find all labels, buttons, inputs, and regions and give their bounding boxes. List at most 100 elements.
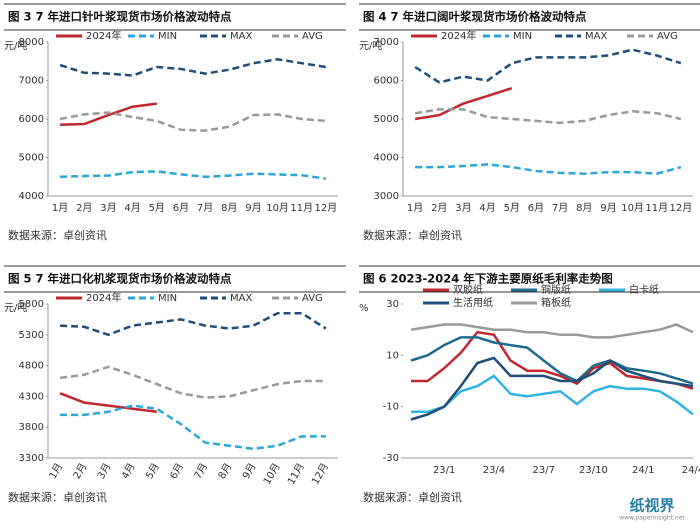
logo-name: 纸视界 [629, 497, 674, 515]
y-unit: 元/吨 [4, 301, 27, 314]
x-tick-label: 6月 [173, 202, 189, 214]
x-tick-label: 5月 [504, 202, 520, 214]
source: 数据来源：卓创资讯 [363, 228, 462, 242]
x-tick-label: 8月 [216, 461, 235, 481]
x-tick-label: 23/10 [579, 465, 608, 476]
y-tick-label: 4300 [19, 391, 44, 402]
x-tick-label: 6月 [168, 461, 187, 481]
series-line [410, 323, 694, 339]
x-tick-label: 23/7 [532, 465, 554, 476]
legend-label: MIN [158, 31, 177, 42]
series-line [60, 170, 327, 180]
x-tick-label: 8月 [576, 202, 592, 214]
x-tick-label: 12月 [309, 461, 331, 487]
x-tick-label: 11月 [285, 461, 307, 487]
series-line [414, 108, 682, 125]
y-tick-label: 10 [386, 350, 399, 361]
y-unit: 元/吨 [4, 39, 27, 52]
x-tick-label: 23/4 [483, 465, 505, 476]
y-tick-label: 5000 [19, 153, 44, 164]
y-tick-label: 7000 [374, 37, 399, 48]
y-tick-label: -10 [383, 402, 399, 413]
series-line [59, 365, 326, 399]
x-tick-label: 3月 [95, 461, 114, 481]
series-line [60, 102, 157, 127]
series-line [411, 374, 694, 416]
legend-label: MAX [230, 293, 252, 304]
legend-label: 箱板纸 [541, 296, 571, 309]
x-tick-label: 12月 [315, 202, 338, 214]
x-tick-label: 24/1 [632, 465, 654, 476]
series-line [59, 58, 327, 77]
y-tick-label: 5300 [19, 330, 44, 341]
legend-label: 双胶纸 [453, 283, 483, 296]
x-tick-label: 12月 [670, 202, 693, 214]
series-line [411, 330, 694, 390]
legend-label: 2024年 [86, 29, 121, 42]
series-line [410, 336, 694, 385]
legend-label: MIN [513, 31, 532, 42]
x-tick-label: 7月 [197, 202, 213, 214]
series-line [60, 311, 327, 337]
series-line [59, 392, 157, 414]
y-tick-label: 6000 [374, 76, 399, 87]
x-tick-label: 2月 [431, 202, 447, 214]
x-tick-label: 7月 [552, 202, 568, 214]
logo-url: www.paperinsight.net [619, 515, 685, 522]
source: 数据来源：卓创资讯 [8, 490, 107, 504]
legend-label: 白卡纸 [629, 283, 659, 296]
x-tick-label: 4月 [479, 202, 495, 214]
x-tick-label: 1月 [47, 461, 66, 481]
legend-label: 2024年 [86, 291, 121, 304]
x-tick-label: 10月 [621, 202, 644, 214]
y-tick-label: 5800 [19, 299, 44, 310]
source: 数据来源：卓创资讯 [363, 490, 462, 504]
y-tick-label: 30 [386, 299, 399, 310]
legend-label: MIN [158, 293, 177, 304]
source: 数据来源：卓创资讯 [8, 228, 107, 242]
y-tick-label: 8000 [19, 37, 44, 48]
chart-title: 图 5 7 年进口化机浆现货市场价格波动特点 [8, 272, 232, 286]
x-tick-label: 8月 [221, 202, 237, 214]
y-tick-label: -30 [383, 453, 399, 464]
x-tick-label: 7月 [192, 461, 211, 481]
x-tick-label: 24/4 [682, 465, 700, 476]
x-tick-label: 2月 [76, 202, 92, 214]
x-tick-label: 1月 [407, 202, 423, 214]
x-tick-label: 1月 [52, 202, 68, 214]
chart-title: 图 3 7 年进口针叶浆现货市场价格波动特点 [8, 10, 232, 24]
x-tick-label: 23/1 [433, 465, 455, 476]
x-tick-label: 11月 [290, 202, 313, 214]
legend-label: AVG [302, 31, 323, 42]
y-tick-label: 4000 [19, 191, 44, 202]
legend-label: 生活用纸 [453, 296, 493, 309]
series-line [60, 404, 326, 451]
x-tick-label: 9月 [240, 461, 259, 481]
series-line [414, 48, 682, 84]
x-tick-label: 4月 [119, 461, 138, 481]
legend-label: AVG [657, 31, 678, 42]
x-tick-label: 9月 [600, 202, 616, 214]
y-tick-label: 3800 [19, 422, 44, 433]
x-tick-label: 5月 [143, 461, 162, 481]
series-line [410, 356, 694, 421]
legend-label: MAX [585, 31, 607, 42]
x-tick-label: 5月 [149, 202, 165, 214]
legend-label: 2024年 [441, 29, 476, 42]
y-tick-label: 5000 [374, 114, 399, 125]
y-unit: 元/吨 [359, 39, 382, 52]
legend-label: AVG [302, 293, 323, 304]
y-tick-label: 4800 [19, 361, 44, 372]
x-tick-label: 10月 [266, 202, 289, 214]
chart-title: 图 4 7 年进口阔叶浆现货市场价格波动特点 [363, 10, 587, 24]
y-tick-label: 4000 [374, 153, 399, 164]
y-unit: % [359, 303, 369, 314]
y-tick-label: 7000 [19, 76, 44, 87]
y-tick-label: 3300 [19, 453, 44, 464]
legend-label: MAX [230, 31, 252, 42]
x-tick-label: 3月 [100, 202, 116, 214]
x-tick-label: 10月 [261, 461, 283, 487]
x-tick-label: 3月 [455, 202, 471, 214]
y-tick-label: 6000 [19, 114, 44, 125]
